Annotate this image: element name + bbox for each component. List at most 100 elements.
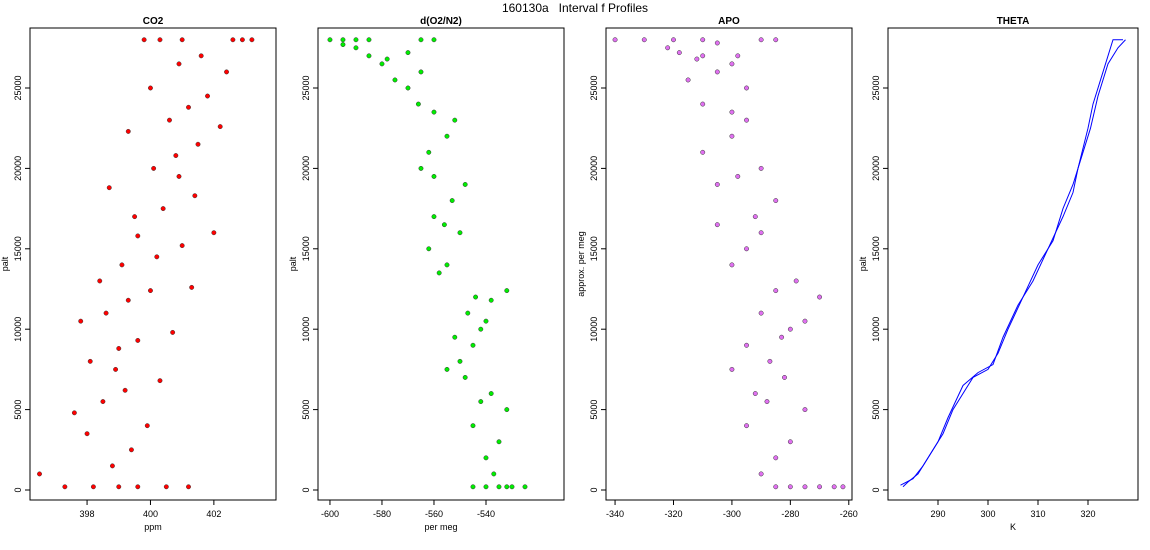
x-tick-label: -260 (840, 509, 858, 519)
y-axis-label: palt (858, 256, 868, 271)
point (167, 117, 172, 123)
point (729, 109, 735, 115)
point (449, 198, 455, 204)
y-tick-label: 25000 (589, 75, 599, 100)
point (496, 439, 502, 445)
point (491, 471, 497, 477)
point (90, 484, 96, 490)
point (148, 288, 153, 294)
point (793, 278, 799, 284)
point (366, 53, 372, 59)
y-tick-label: 25000 (871, 75, 881, 100)
point (444, 133, 450, 139)
point (478, 399, 484, 405)
figure-title: 160130a Interval f Profiles (502, 1, 648, 15)
point (787, 439, 793, 445)
point (744, 117, 749, 123)
y-tick-label: 20000 (589, 156, 599, 181)
point (84, 431, 90, 437)
point (431, 109, 437, 115)
point (125, 297, 131, 303)
point (426, 246, 432, 252)
point (62, 484, 68, 490)
point (418, 37, 424, 43)
point (195, 141, 201, 147)
point (735, 53, 741, 59)
point (831, 484, 837, 490)
point (744, 246, 749, 252)
point (340, 37, 346, 43)
y-axis-label: palt (0, 256, 10, 271)
y-tick-label: 15000 (871, 236, 881, 261)
point (444, 262, 450, 268)
x-tick-label: 402 (206, 509, 221, 519)
point (462, 182, 468, 187)
point (714, 222, 720, 228)
point (379, 61, 385, 67)
point (767, 358, 773, 364)
point (840, 484, 846, 490)
y-tick-label: 0 (871, 487, 881, 492)
point (415, 101, 421, 107)
point (802, 407, 808, 413)
y-tick-label: 15000 (13, 236, 23, 261)
point (217, 124, 223, 130)
point (752, 391, 758, 396)
y-tick-label: 20000 (13, 156, 23, 181)
point (135, 338, 141, 343)
plot-frame (317, 27, 565, 501)
point (700, 101, 706, 107)
point (176, 61, 182, 67)
point (239, 37, 245, 43)
point (418, 165, 424, 171)
point (186, 484, 191, 490)
point (685, 77, 691, 83)
point (473, 294, 479, 300)
point (431, 214, 437, 220)
point (744, 85, 749, 91)
point (211, 230, 217, 236)
point (787, 326, 793, 332)
panel-title: CO2 (143, 16, 164, 27)
point (224, 69, 229, 75)
y-tick-label: 5000 (301, 400, 311, 420)
point (192, 193, 198, 199)
point (729, 61, 735, 67)
point (132, 214, 138, 220)
point (744, 342, 749, 348)
point (148, 85, 153, 91)
y-tick-label: 20000 (301, 156, 311, 181)
y-tick-label: 10000 (13, 317, 23, 342)
point (405, 85, 411, 91)
x-tick-label: 300 (980, 509, 995, 519)
point (470, 342, 476, 348)
y-tick-label: 25000 (13, 75, 23, 100)
point (426, 149, 432, 155)
point (106, 185, 112, 191)
point (431, 173, 437, 179)
point (441, 222, 447, 228)
point (752, 214, 758, 220)
y-axis-label: approx. per meg (576, 231, 586, 297)
point (154, 254, 160, 260)
y-tick-label: 5000 (589, 400, 599, 420)
point (125, 128, 131, 134)
y-tick-label: 15000 (589, 236, 599, 261)
x-tick-label: 398 (80, 509, 95, 519)
point (504, 407, 510, 413)
point (116, 346, 122, 351)
y-tick-label: 0 (589, 487, 599, 492)
y-tick-label: 10000 (871, 317, 881, 342)
point (141, 37, 147, 43)
point (758, 471, 764, 477)
point (671, 37, 676, 43)
y-tick-label: 10000 (589, 317, 599, 342)
point (470, 423, 476, 429)
point (405, 50, 411, 56)
point (205, 93, 210, 99)
point (431, 37, 437, 43)
panel-title: d(O2/N2) (420, 16, 462, 27)
point (116, 484, 122, 490)
point (100, 399, 106, 405)
